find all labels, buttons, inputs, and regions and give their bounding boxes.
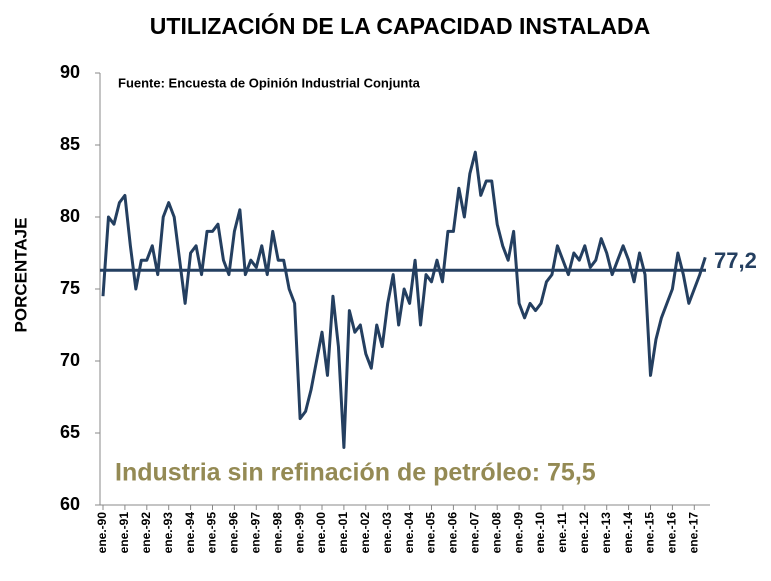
- x-tick-label: ene.-92: [139, 512, 153, 554]
- x-tick-label: ene.-06: [446, 512, 460, 554]
- chart-title: UTILIZACIÓN DE LA CAPACIDAD INSTALADA: [150, 12, 650, 39]
- x-tick-label: ene.-05: [424, 512, 438, 554]
- x-tick-label: ene.-09: [511, 512, 525, 554]
- y-tick-label: 85: [60, 134, 80, 154]
- y-tick-label: 65: [60, 422, 80, 442]
- x-tick-label: ene.-96: [227, 512, 241, 554]
- x-tick-label: ene.-95: [205, 512, 219, 554]
- source: Fuente: Encuesta de Opinión Industrial C…: [118, 75, 421, 90]
- x-tick-label: ene.-01: [336, 512, 350, 554]
- y-tick-label: 70: [60, 350, 80, 370]
- end-label: 77,2: [714, 248, 757, 273]
- x-tick-label: ene.-03: [380, 512, 394, 554]
- x-tick-label: ene.-07: [467, 512, 481, 554]
- x-tick-label: ene.-13: [599, 512, 613, 554]
- x-tick-label: ene.-15: [643, 512, 657, 554]
- x-tick-label: ene.-16: [665, 512, 679, 554]
- y-tick-label: 75: [60, 278, 80, 298]
- y-tick-label: 60: [60, 494, 80, 514]
- x-tick-label: ene.-94: [183, 512, 197, 554]
- y-axis-label: PORCENTAJE: [11, 218, 30, 333]
- x-tick-label: ene.-11: [555, 512, 569, 553]
- series-line: [101, 150, 707, 449]
- x-tick-label: ene.-97: [248, 512, 262, 554]
- x-tick-label: ene.-00: [314, 512, 328, 554]
- y-tick-label: 80: [60, 206, 80, 226]
- x-tick-label: ene.-14: [621, 512, 635, 554]
- x-tick-label: ene.-17: [686, 512, 700, 554]
- x-tick-label: ene.-98: [270, 512, 284, 554]
- x-tick-label: ene.-12: [577, 512, 591, 554]
- x-tick-label: ene.-99: [292, 512, 306, 554]
- y-tick-label: 90: [60, 62, 80, 82]
- x-tick-label: ene.-08: [489, 512, 503, 554]
- x-tick-label: ene.-90: [95, 512, 109, 554]
- annotation: Industria sin refinación de petróleo: 75…: [115, 459, 596, 487]
- x-tick-label: ene.-04: [402, 512, 416, 554]
- x-tick-label: ene.-93: [161, 512, 175, 554]
- x-tick-label: ene.-91: [117, 512, 131, 554]
- x-tick-label: ene.-10: [533, 512, 547, 554]
- x-tick-label: ene.-02: [358, 512, 372, 554]
